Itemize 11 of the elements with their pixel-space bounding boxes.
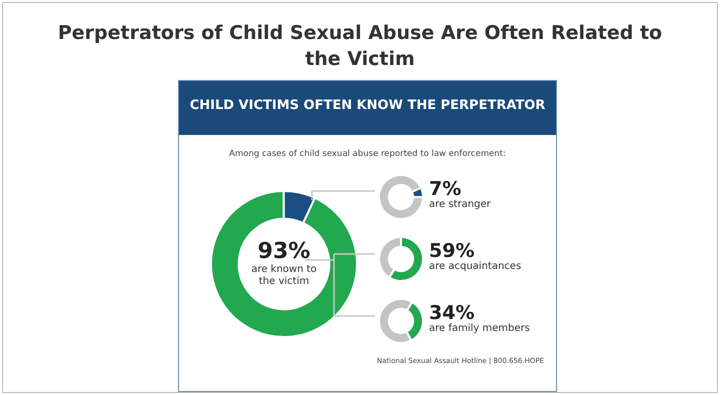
text: Among cases of child sexual abuse reported to law enforcement: [228, 149, 507, 159]
data-label: 7% [429, 178, 462, 200]
data-label: 34% [429, 302, 474, 324]
slice-label: are known to the victim [250, 264, 318, 288]
data-label: 93% [256, 239, 312, 264]
slice-label: are acquaintances [429, 261, 522, 273]
slice-label: are family members [429, 323, 531, 335]
slice-label: are stranger [429, 199, 492, 211]
data-label: 59% [429, 240, 474, 262]
chart-title: Perpetrators of Child Sexual Abuse Are Often Related to the Victim [56, 21, 664, 72]
chart-subtitle: CHILD VICTIMS OFTEN KNOW THE PERPETRATOR [188, 98, 546, 113]
